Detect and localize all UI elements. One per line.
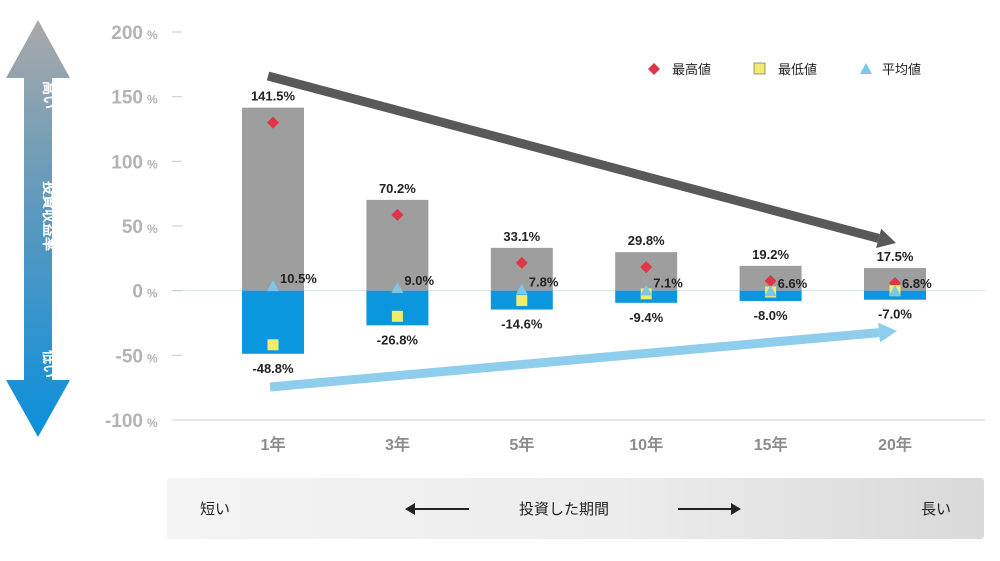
x-tick-label: 20年 [878, 435, 912, 454]
min-value-label: -48.8% [252, 361, 294, 376]
data-labels: 141.5% -48.8% 10.5% 70.2% -26.8% 9.0% 33.1% -14… [251, 89, 932, 376]
downtrend-arrow-head [876, 228, 896, 249]
min-value-label: -26.8% [377, 332, 419, 347]
legend-item-max: 最高値 [648, 62, 711, 78]
y-tick-label: 0 [132, 282, 143, 303]
legend-label-min: 最低値 [778, 62, 817, 78]
return-axis-arrow: 高い 投資収益率 低い [6, 20, 70, 437]
min-marker [391, 310, 403, 322]
left-arrow-icon [405, 503, 415, 515]
x-tick-label: 10年 [629, 435, 663, 454]
y-tick-unit: % [147, 28, 158, 42]
low-label: 低い [40, 349, 57, 378]
min-marker [267, 339, 279, 351]
max-marker [764, 274, 777, 287]
x-tick-label: 15年 [754, 435, 788, 454]
max-value-label: 17.5% [877, 249, 914, 264]
legend-item-avg: 平均値 [860, 62, 921, 78]
avg-value-label: 6.8% [902, 276, 932, 291]
legend-label-avg: 平均値 [882, 62, 921, 78]
downtrend-arrow-line [266, 71, 880, 243]
y-tick-unit: % [147, 222, 158, 236]
x-tick-label: 1年 [261, 435, 286, 454]
avg-marker [267, 280, 279, 292]
max-marker [391, 208, 404, 221]
positive-bar [490, 247, 553, 291]
period-label: 投資した期間 [519, 500, 610, 518]
max-value-label: 19.2% [752, 247, 789, 262]
trend-arrows [266, 71, 897, 392]
avg-marker [515, 283, 528, 295]
return-label: 投資収益率 [40, 181, 57, 251]
max-value-label: 141.5% [251, 89, 296, 104]
max-marker [640, 261, 653, 274]
min-marker [516, 295, 528, 307]
avg-value-label: 7.1% [653, 275, 683, 290]
y-tick-label: 150 [111, 88, 143, 109]
min-value-label: -14.6% [501, 317, 543, 332]
x-tick-label: 3年 [385, 435, 410, 454]
markers [267, 116, 901, 351]
y-tick-unit: % [147, 351, 158, 365]
avg-value-label: 10.5% [280, 271, 317, 286]
y-tick-unit: % [147, 157, 158, 171]
y-tick-label: 50 [122, 217, 143, 238]
y-tick-label: -50 [116, 346, 143, 367]
max-value-label: 70.2% [379, 181, 416, 196]
legend-item-min: 最低値 [753, 62, 817, 78]
max-value-label: 33.1% [503, 229, 540, 244]
bars [242, 107, 926, 354]
min-value-label: -9.4% [629, 310, 663, 325]
short-label: 短い [200, 500, 231, 518]
high-label: 高い [40, 81, 57, 109]
x-axis: 1年 3年 5年 10年 15年 20年 [261, 435, 912, 454]
max-marker [515, 256, 528, 269]
positive-bar [242, 107, 304, 291]
right-arrow-icon [731, 503, 741, 515]
avg-marker [889, 284, 901, 296]
y-axis: 200 % 150 % 100 % 50 % 0 % -50 % -100% [105, 23, 158, 432]
max-value-label: 29.8% [628, 233, 665, 248]
legend: 最高値 最低値 平均値 [648, 62, 921, 78]
avg-value-label: 9.0% [404, 273, 434, 288]
y-tick-unit: % [147, 416, 158, 430]
min-value-label: -8.0% [754, 308, 788, 323]
grid [172, 31, 985, 421]
left-arrow-line [413, 508, 469, 510]
avg-marker [640, 284, 653, 296]
y-tick-unit: % [147, 93, 158, 107]
avg-value-label: 7.8% [529, 275, 559, 290]
avg-value-label: 6.6% [778, 276, 808, 291]
uptrend-arrow-head [878, 322, 897, 343]
long-label: 長い [920, 500, 951, 518]
y-tick-unit: % [147, 287, 158, 301]
right-arrow-line [678, 508, 733, 510]
max-marker [267, 116, 279, 129]
avg-marker [391, 282, 404, 294]
x-tick-label: 5年 [509, 435, 534, 454]
avg-marker [764, 285, 777, 297]
min-value-label: -7.0% [878, 307, 912, 322]
y-tick-label: -100 [105, 411, 143, 432]
y-tick-label: 100 [111, 152, 143, 173]
uptrend-arrow-line [269, 328, 880, 392]
investment-period-bar: 短い 投資した期間 長い [167, 478, 984, 539]
legend-label-max: 最高値 [672, 62, 711, 78]
y-tick-label: 200 [111, 23, 143, 44]
